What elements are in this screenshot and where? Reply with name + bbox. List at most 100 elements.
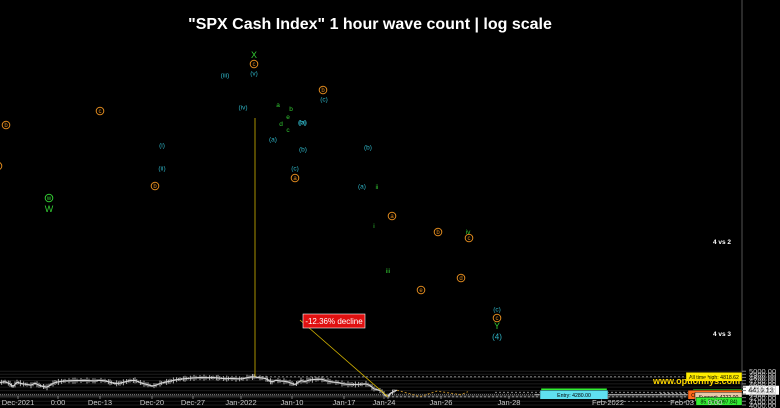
wave-label-26: (b): [364, 145, 372, 152]
website-label: www.optionflys.com: [653, 376, 741, 386]
wave-label-30: iii: [386, 268, 390, 275]
annotation-0-text: All time high: 4818.62: [689, 375, 739, 381]
annotation-7-text: -12.36% decline: [305, 317, 363, 326]
projection-line: [396, 389, 469, 398]
wave-label-7: (i): [159, 143, 165, 150]
current-price-tag-text: 4410.13: [748, 388, 773, 395]
wave-label-23: a: [290, 173, 300, 183]
annotation-6-text: 85.2%(4097.84): [701, 399, 738, 405]
wave-label-35: e: [416, 285, 426, 295]
wave-label-15: c: [286, 127, 290, 134]
wave-label-2: b: [150, 181, 160, 191]
decline-leader-bottom: [299, 319, 389, 398]
wave-label-20: (a): [299, 120, 307, 127]
wave-label-23-ring: [290, 173, 300, 183]
wave-label-12: (iv): [238, 105, 247, 112]
wave-label-0-ring: [1, 120, 11, 130]
wave-label-34-ring: [456, 273, 466, 283]
wave-label-31: a: [387, 211, 397, 221]
wave-label-25-ring: [318, 85, 328, 95]
wave-label-14: b: [289, 106, 293, 113]
chart-title: "SPX Cash Index" 1 hour wave count | log…: [188, 16, 552, 33]
x-tick-label-2: Dec-13: [88, 398, 112, 407]
x-tick-label-12: Feb-03: [670, 398, 694, 407]
wave-label-4-text: w: [46, 196, 52, 202]
wave-label-18: (b): [298, 120, 306, 127]
annotation-3-bg: [539, 390, 609, 400]
wave-label-35-ring: [416, 285, 426, 295]
wave-label-10-ring: [249, 59, 259, 69]
x-tick-label-7: Jan-17: [333, 398, 356, 407]
annotation-boxes: All time high: 4818.62Take Profit #1: 43…: [302, 239, 779, 406]
wave-label-32-ring: [433, 227, 443, 237]
x-tick-label-9: Jan-26: [430, 398, 453, 407]
annotation-0: All time high: 4818.62: [685, 372, 743, 382]
x-tick-label-4: Dec-27: [181, 398, 205, 407]
x-tick-label-8: Jan-24: [373, 398, 396, 407]
wave-label-38-ring: [492, 313, 502, 323]
y-tick-label-0: 4000.00: [749, 401, 776, 408]
wave-label-10: c: [249, 59, 259, 69]
wave-label-36: iv: [466, 229, 471, 236]
wave-label-9: X: [251, 50, 257, 60]
x-tick-label-11: Feb-2022: [592, 398, 624, 407]
y-tick-label-1: 4100.00: [749, 397, 776, 406]
y-tick-label-10: 5000.00: [749, 367, 776, 376]
y-tick-label-4: 4400.00: [749, 387, 776, 396]
y-tick-label-6: 4600.00: [749, 380, 776, 389]
wave-label-31-text: a: [390, 214, 394, 220]
wave-label-40: (4): [492, 333, 502, 342]
wave-label-0: b: [1, 120, 11, 130]
wave-label-2-ring: [150, 181, 160, 191]
wave-label-32-text: b: [436, 230, 440, 236]
wave-label-1: c: [95, 106, 105, 116]
wave-label-23-text: a: [293, 176, 297, 182]
decline-measure: [254, 118, 389, 398]
wave-label-16: e: [286, 114, 290, 121]
wave-label-33-ring: [464, 233, 474, 243]
wave-label-38: c: [492, 313, 502, 323]
wave-label-1-text: c: [99, 109, 102, 115]
wave-label-27: (a): [358, 184, 366, 191]
wave-label-0-text: b: [4, 123, 8, 129]
current-price-tag: 4410.13: [743, 385, 779, 395]
wave-labels: bcbcwW(ii)(i)(iii)Xc(v)(iv)abced(b)(a)(a…: [0, 50, 502, 342]
y-tick-label-3: 4300.00: [749, 390, 776, 399]
x-tick-label-10: Jan-28: [498, 398, 521, 407]
projection-path: [396, 389, 469, 398]
wave-label-22: (c): [291, 166, 299, 173]
wave-label-31-ring: [387, 211, 397, 221]
wave-label-33: c: [464, 233, 474, 243]
wave-label-24: (c): [320, 97, 328, 104]
wave-label-4: w: [44, 193, 54, 203]
wave-label-8: (iii): [221, 73, 230, 80]
y-tick-label-7: 4700.00: [749, 377, 776, 386]
wave-label-29: i: [373, 223, 374, 230]
x-tick-label-5: Jan-2022: [225, 398, 256, 407]
y-tick-labels: 4000.004100.004200.004300.004400.004500.…: [742, 367, 776, 408]
wave-label-2-text: b: [153, 184, 157, 190]
price-series: [0, 374, 398, 399]
wave-label-4-ring: [44, 193, 54, 203]
annotation-9: 4 vs 3: [713, 331, 731, 338]
wave-label-10-text: c: [253, 62, 256, 68]
y-tick-label-5: 4500.00: [749, 383, 776, 392]
wave-label-17: d: [279, 121, 283, 128]
y-tick-label-9: 4900.00: [749, 370, 776, 379]
annotation-3-text: Entry: 4280.00: [557, 393, 591, 399]
wave-label-32: b: [433, 227, 443, 237]
price-line: [0, 376, 398, 397]
annotation-3: Entry: 4280.00: [539, 390, 609, 400]
current-price-tag-bg: [743, 385, 779, 395]
wave-label-11: (v): [250, 71, 258, 78]
wave-label-6: (ii): [158, 166, 165, 173]
wave-label-35-text: e: [419, 288, 423, 294]
wave-label-37: (c): [493, 307, 501, 314]
wave-label-13: a: [276, 102, 280, 109]
wave-label-28: ii: [376, 184, 379, 191]
y-tick-label-8: 4800.00: [749, 373, 776, 382]
wave-label-5: W: [45, 204, 54, 214]
wave-label-1-ring: [95, 106, 105, 116]
wave-label-38-text: c: [496, 316, 499, 322]
